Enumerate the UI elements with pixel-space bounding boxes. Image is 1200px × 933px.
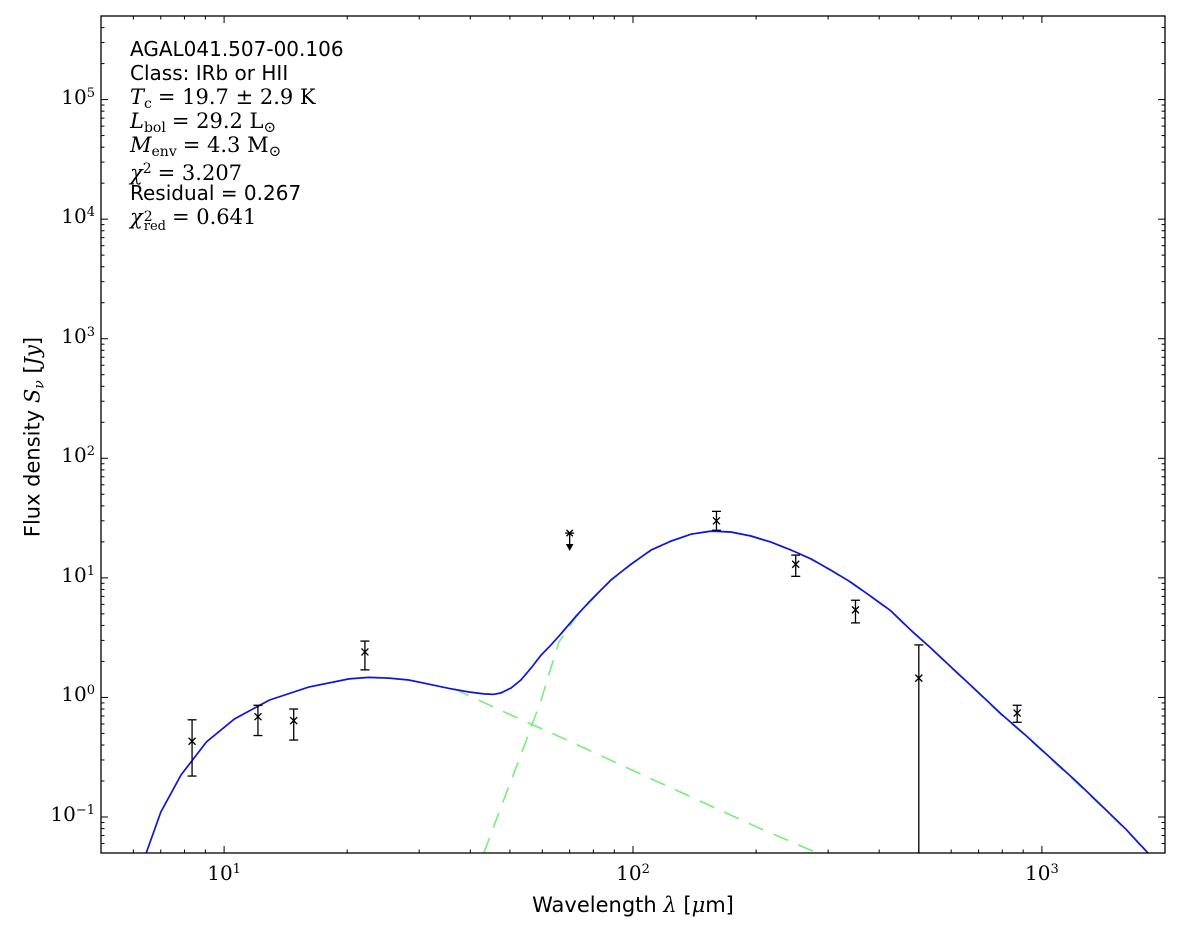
data-point-group (253, 704, 263, 737)
y-tick-label: 10−1 (50, 802, 95, 826)
reduced-chi-squared-line: χ 2 red = 0.641 (130, 205, 257, 234)
data-point-group (914, 644, 924, 853)
axis-ticks (101, 15, 1166, 853)
model-curves (145, 530, 1149, 853)
y-tick-label: 105 (61, 84, 95, 109)
warm-component-curve (453, 688, 820, 853)
data-points (187, 510, 1022, 853)
cold-component-curve (483, 530, 1149, 853)
data-point-group (791, 554, 801, 577)
data-point-group (187, 719, 197, 777)
data-point-group (711, 510, 721, 531)
mass-line: Menv = 4.3 M⊙ (130, 133, 282, 160)
y-tick-label: 102 (61, 443, 95, 468)
x-tick-label: 102 (616, 861, 650, 885)
data-point-group (565, 529, 575, 552)
data-point-group (289, 708, 299, 741)
y-tick-label: 103 (61, 323, 95, 348)
x-tick-label: 103 (1025, 861, 1059, 885)
y-axis-label: Flux density Sν [Jy] (20, 336, 48, 538)
source-class: Class: IRb or HII (130, 61, 289, 85)
chi-squared-line: χ2 = 3.207 (130, 161, 243, 185)
total-model-curve (145, 530, 1149, 853)
luminosity-line: Lbol = 29.2 L⊙ (130, 109, 277, 136)
y-tick-label: 101 (61, 562, 95, 587)
y-tick-label: 100 (61, 682, 95, 707)
y-tick-label: 104 (61, 204, 95, 229)
data-point-group (850, 599, 860, 624)
fit-parameters-annotation: AGAL041.507-00.106 Class: IRb or HII Tc =… (130, 37, 344, 234)
source-name: AGAL041.507-00.106 (130, 37, 344, 61)
data-point-group (1012, 704, 1022, 723)
x-axis-label: Wavelength λ [μm] (532, 893, 734, 917)
x-tick-label: 101 (207, 861, 241, 885)
temperature-line: Tc = 19.7 ± 2.9 K (130, 85, 316, 112)
residual-line: Residual = 0.267 (130, 181, 302, 205)
data-point-group (360, 640, 370, 671)
